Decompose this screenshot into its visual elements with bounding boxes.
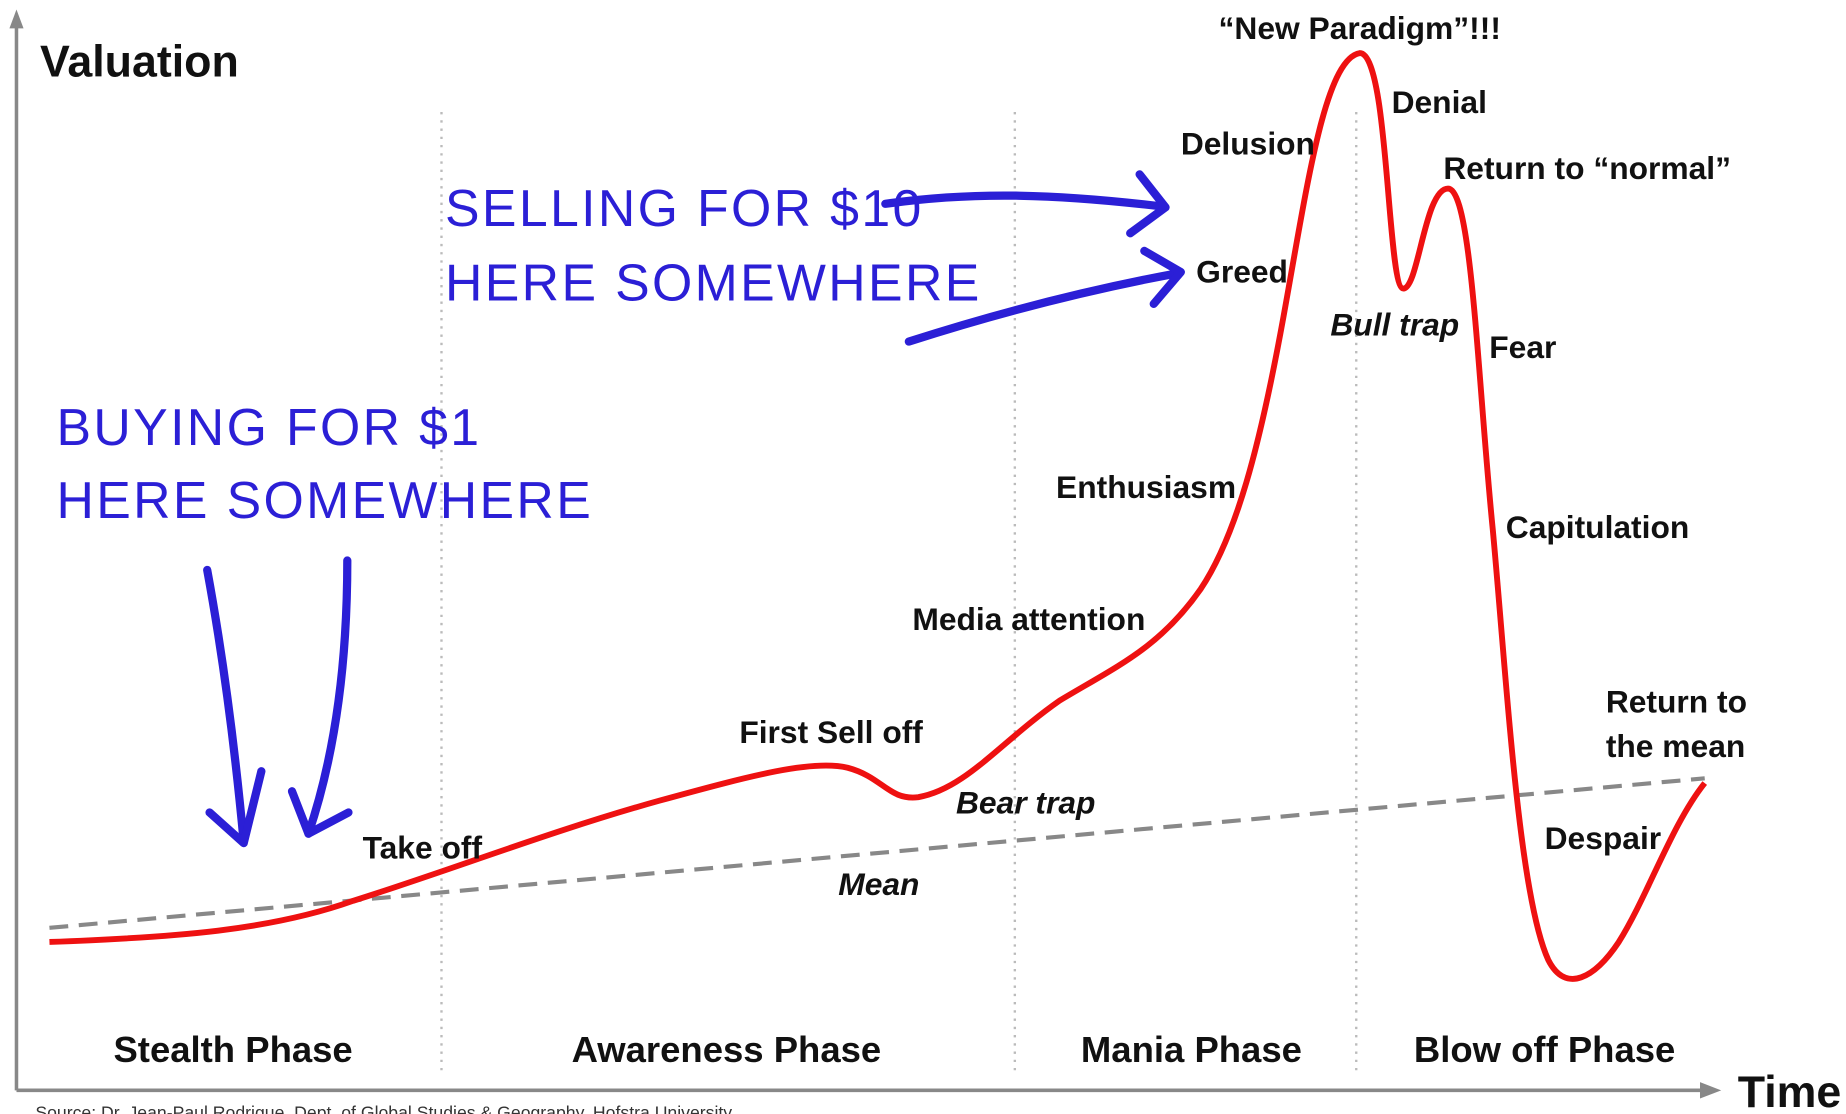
x-arrow <box>1700 1082 1722 1099</box>
label: “New Paradigm”!!! <box>1219 10 1501 46</box>
annotation: HERE SOMEWHERE <box>445 253 982 311</box>
phase-dividers <box>440 111 1358 1074</box>
label: the mean <box>1606 728 1745 764</box>
label: Despair <box>1545 820 1662 856</box>
y-arrow <box>9 9 24 29</box>
arrowhead <box>205 767 266 848</box>
label: Capitulation <box>1506 509 1690 545</box>
label: Return to <box>1606 683 1747 719</box>
y-axis-label: Valuation <box>40 38 239 87</box>
annotation: HERE SOMEWHERE <box>57 471 594 529</box>
arrow <box>304 556 352 838</box>
source: Source: Dr. Jean-Paul Rodrigue, Dept. of… <box>35 1103 732 1114</box>
label: Bear trap <box>956 785 1095 821</box>
arrows <box>203 170 1185 848</box>
phase-label: Awareness Phase <box>572 1029 882 1070</box>
annotation: BUYING FOR $1 <box>57 398 482 456</box>
label: Delusion <box>1181 125 1315 161</box>
arrow <box>203 565 248 847</box>
label: Enthusiasm <box>1056 469 1236 505</box>
arrowhead <box>1140 246 1185 309</box>
phase-label: Mania Phase <box>1081 1029 1302 1070</box>
arrowhead <box>287 787 353 838</box>
label: Return to “normal” <box>1443 150 1731 186</box>
label: Greed <box>1196 254 1288 290</box>
arrowhead <box>1126 170 1170 238</box>
label: Fear <box>1489 329 1556 365</box>
label: First Sell off <box>739 714 923 750</box>
arrow <box>881 191 1164 211</box>
label: Media attention <box>912 601 1145 637</box>
mean-line <box>49 776 1705 930</box>
x-axis-label: Time <box>1738 1068 1842 1114</box>
phase-label: Stealth Phase <box>113 1029 352 1070</box>
arrow <box>904 269 1182 346</box>
label: Denial <box>1392 84 1487 120</box>
label: Mean <box>838 866 919 902</box>
label: Take off <box>363 829 483 865</box>
label: Bull trap <box>1330 307 1459 343</box>
annotation: SELLING FOR $10 <box>445 179 924 237</box>
phase-label: Blow off Phase <box>1414 1029 1676 1070</box>
bubble-curve <box>49 50 1708 982</box>
